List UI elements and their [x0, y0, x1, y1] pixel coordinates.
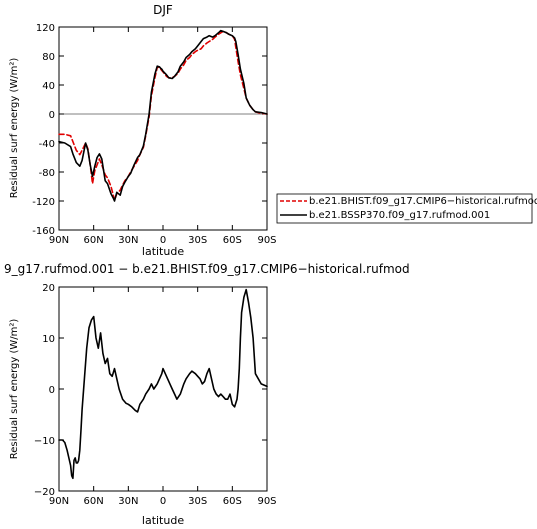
bottom-x-axis: 90N 60N 30N 0 30S 60S 90S [49, 287, 277, 507]
bottom-x-tick-label: 0 [160, 496, 166, 507]
bottom-y-tick-label: 10 [42, 334, 55, 345]
bottom-y-axis: −20 −10 0 10 20 [34, 283, 267, 498]
bottom-panel: 9_g17.rufmod.001 − b.e21.BHIST.f09_g17.C… [4, 262, 410, 527]
top-x-axis-label: latitude [142, 245, 184, 258]
bottom-chart-title: 9_g17.rufmod.001 − b.e21.BHIST.f09_g17.C… [4, 262, 410, 276]
bottom-x-tick-label: 30N [118, 496, 138, 507]
top-panel: DJF -160 -120 -80 -40 0 40 80 120 90N 60N 30N 0 30S… [9, 3, 277, 258]
top-y-tick-label: -40 [39, 139, 55, 150]
bottom-x-tick-label: 60N [84, 496, 104, 507]
bottom-x-tick-label: 60S [223, 496, 242, 507]
top-y-tick-label: 120 [36, 23, 55, 34]
bottom-y-tick-label: 0 [49, 385, 55, 396]
top-x-tick-label: 90S [257, 235, 276, 246]
top-y-tick-label: -120 [32, 197, 55, 208]
top-y-tick-label: 40 [42, 81, 55, 92]
bottom-x-tick-label: 90S [257, 496, 276, 507]
legend-box [276, 193, 533, 224]
legend: b.e21.BHIST.f09_g17.CMIP6−historical.ruf… [276, 193, 537, 224]
top-y-axis-label: Residual surf energy (W/m²) [9, 58, 20, 199]
bottom-x-tick-label: 30S [188, 496, 207, 507]
top-chart-title: DJF [153, 3, 173, 17]
top-x-tick-label: 60S [223, 235, 242, 246]
top-x-tick-label: 60N [84, 235, 104, 246]
top-series-group [58, 29, 268, 202]
legend-label-historical: b.e21.BHIST.f09_g17.CMIP6−historical.ruf… [309, 196, 537, 207]
top-x-tick-label: 30N [118, 235, 138, 246]
top-y-tick-label: -80 [39, 168, 55, 179]
top-plot-frame [58, 26, 268, 231]
top-y-tick-label: 80 [42, 52, 55, 63]
bottom-y-axis-label: Residual surf energy (W/m²) [9, 319, 20, 460]
bottom-plot-frame [58, 286, 268, 492]
top-series-line-1 [58, 29, 268, 202]
bottom-series-line-0 [58, 288, 268, 480]
bottom-y-tick-label: −10 [34, 436, 55, 447]
bottom-series-group [58, 288, 268, 480]
bottom-y-tick-label: −20 [34, 487, 55, 498]
top-y-tick-label: 0 [49, 110, 55, 121]
top-x-tick-label: 0 [160, 235, 166, 246]
top-x-axis: 90N 60N 30N 0 30S 60S 90S [49, 27, 277, 246]
legend-label-ssp370: b.e21.BSSP370.f09_g17.rufmod.001 [309, 210, 490, 221]
top-x-tick-label: 90N [49, 235, 69, 246]
bottom-y-tick-label: 20 [42, 283, 55, 294]
bottom-x-tick-label: 90N [49, 496, 69, 507]
bottom-x-axis-label: latitude [142, 514, 184, 527]
top-y-axis: -160 -120 -80 -40 0 40 80 120 [32, 23, 267, 237]
top-y-tick-label: -160 [32, 226, 55, 237]
top-series-line-0 [58, 30, 268, 202]
top-x-tick-label: 30S [188, 235, 207, 246]
